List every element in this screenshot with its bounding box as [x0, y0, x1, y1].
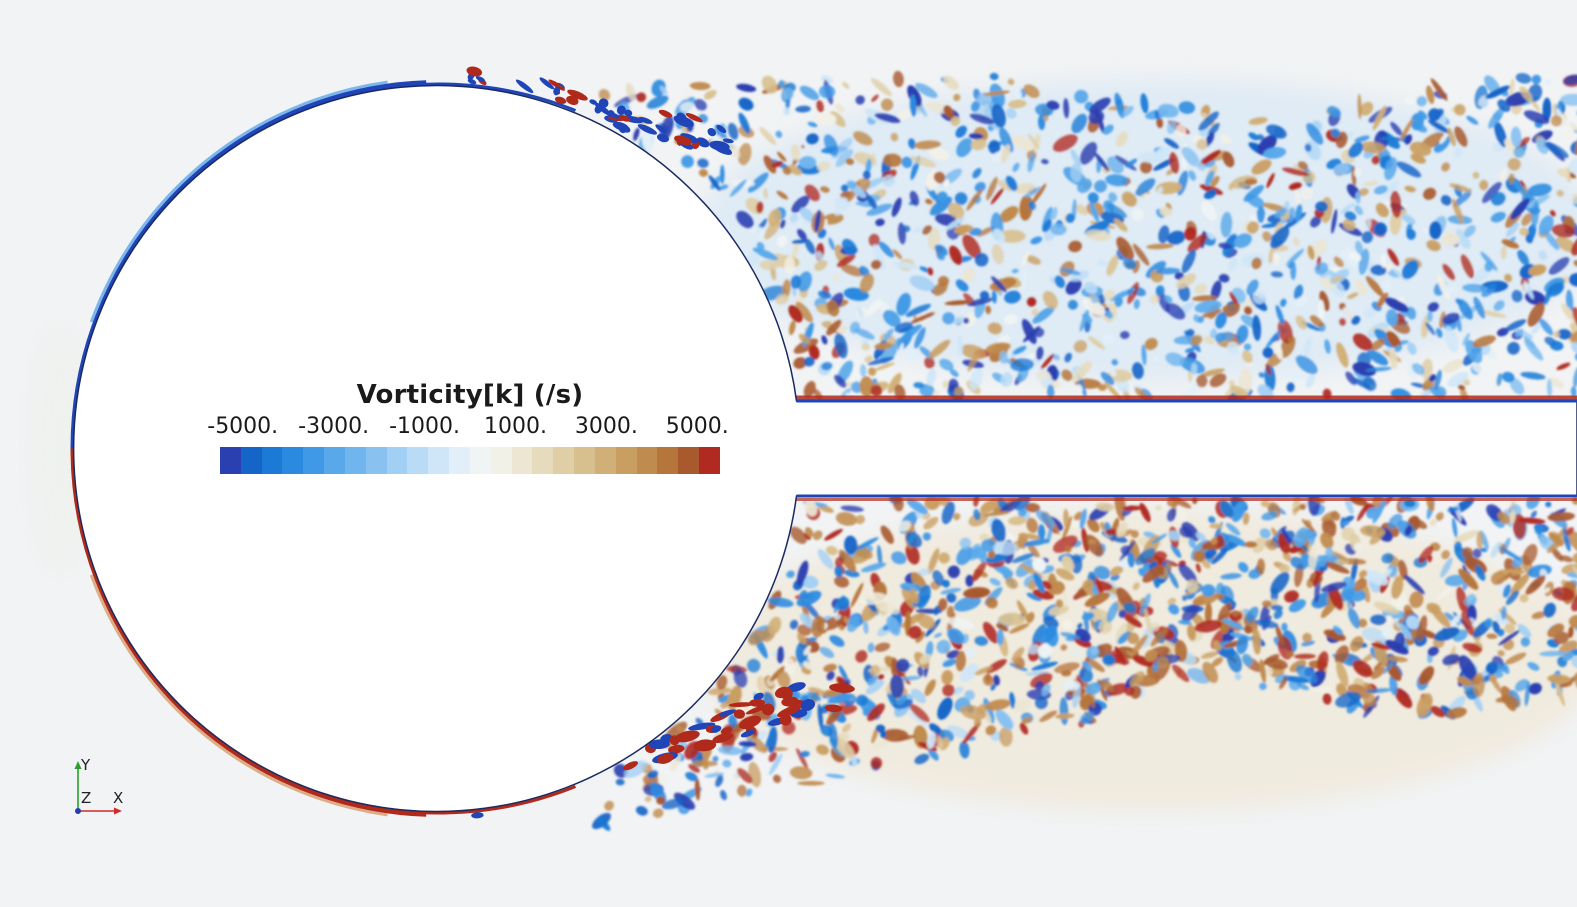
cylinder-with-plate	[72, 84, 1577, 813]
colorbar-swatch	[594, 447, 616, 474]
colorbar-swatch	[511, 447, 533, 474]
legend-title: Vorticity[k] (/s)	[356, 380, 584, 410]
colorbar-swatch	[657, 447, 679, 474]
legend-tick-label: 5000.	[665, 414, 729, 439]
colorbar-swatch	[324, 447, 345, 474]
axis-triad: Y Z X	[68, 756, 138, 822]
legend-ticks: -5000. -3000. -1000. 1000. 3000. 5000.	[180, 414, 760, 444]
legend-tick-label: 1000.	[483, 414, 547, 439]
legend-colorbar	[220, 447, 720, 474]
colorbar-swatch	[261, 447, 283, 474]
legend-tick-label: -3000.	[298, 414, 370, 439]
colorbar-swatch	[553, 447, 575, 474]
colorbar-swatch	[282, 447, 304, 474]
shear-layers	[70, 66, 1577, 819]
colorbar-swatch	[469, 447, 491, 474]
colorbar-swatch	[490, 447, 512, 474]
legend-tick-label: -1000.	[389, 414, 460, 439]
y-axis-label: Y	[81, 756, 91, 774]
axis-triad-icon	[74, 761, 122, 815]
legend-tick-label: 3000.	[574, 414, 638, 439]
colorbar-swatch	[303, 447, 325, 474]
x-axis-label: X	[113, 789, 124, 807]
colorbar-swatch	[344, 447, 366, 474]
colorbar-swatch	[574, 447, 595, 474]
colorbar-swatch	[532, 447, 554, 474]
wake-turbulence	[592, 70, 1577, 831]
colorbar-swatch	[678, 447, 700, 474]
colorbar-swatch	[699, 447, 720, 474]
colorbar-swatch	[636, 447, 658, 474]
colorbar-swatch	[449, 447, 470, 474]
colorbar-swatch	[615, 447, 637, 474]
legend-tick-label: -5000.	[207, 414, 279, 439]
colorbar-swatch	[365, 447, 387, 474]
colorbar-swatch	[386, 447, 408, 474]
colorbar-swatch	[240, 447, 262, 474]
z-axis-label: Z	[81, 789, 92, 807]
colorbar-swatch	[428, 447, 450, 474]
colorbar-swatch	[407, 447, 429, 474]
colorbar-swatch	[220, 447, 241, 474]
